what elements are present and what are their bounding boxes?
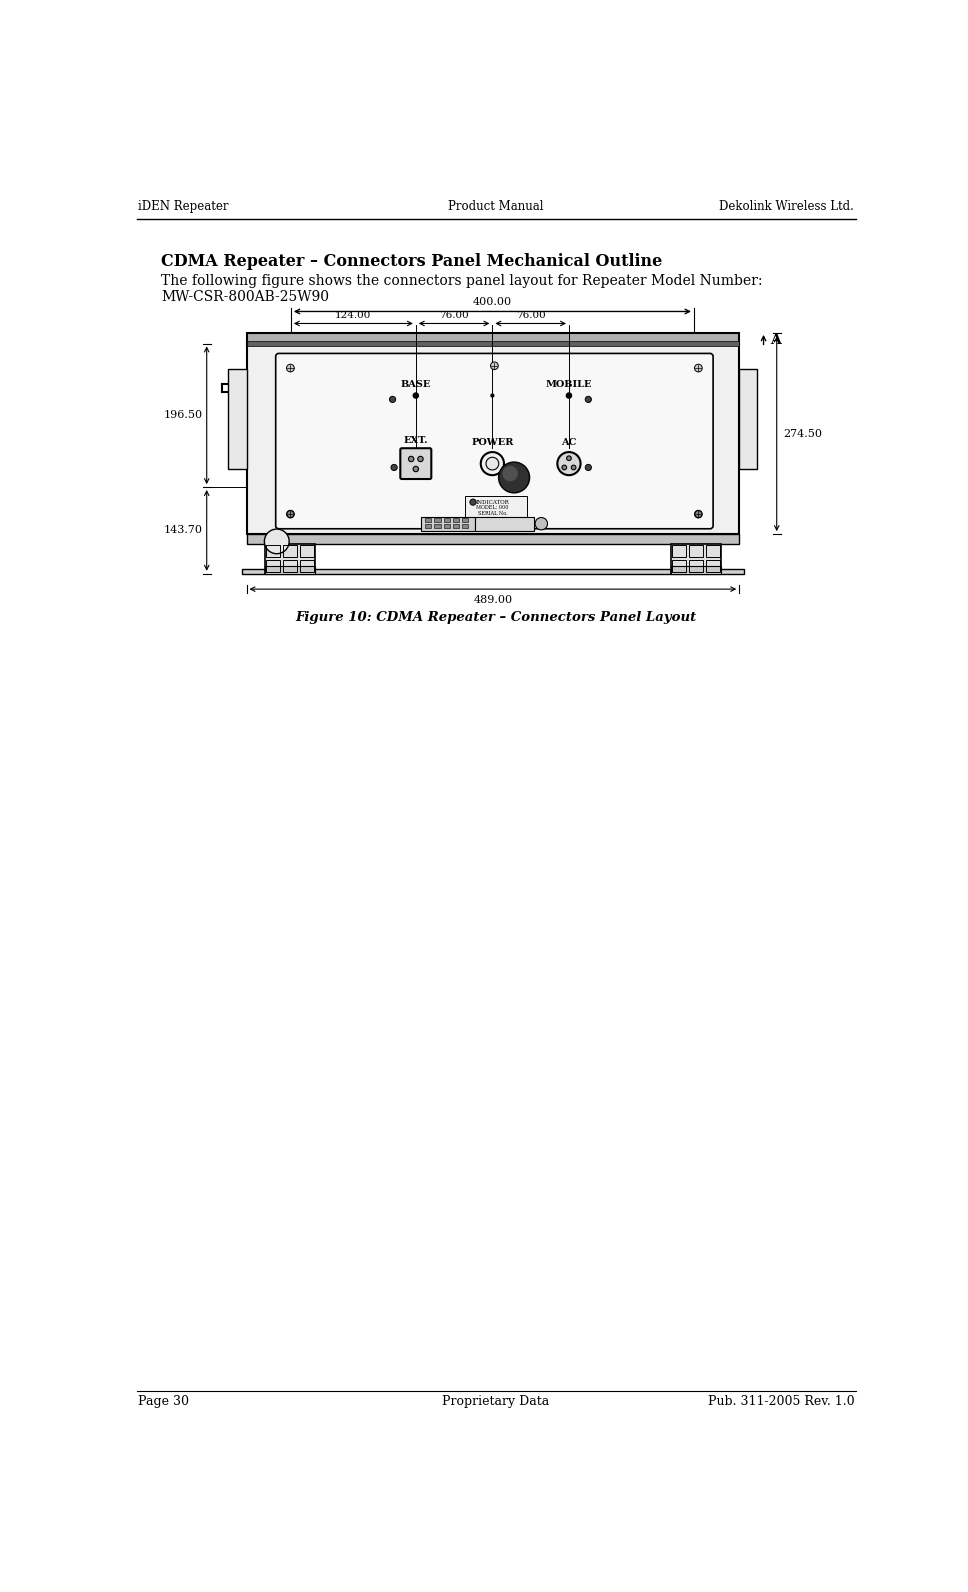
Bar <box>706 560 719 572</box>
Text: 124.00: 124.00 <box>335 310 372 320</box>
Bar <box>453 519 459 522</box>
Text: AC: AC <box>561 438 577 447</box>
Bar <box>443 524 450 527</box>
Circle shape <box>287 365 294 373</box>
Circle shape <box>413 393 418 398</box>
Bar <box>740 368 757 468</box>
Circle shape <box>571 465 576 470</box>
Text: 76.00: 76.00 <box>439 310 469 320</box>
Bar <box>463 519 469 522</box>
Bar <box>266 544 280 557</box>
Circle shape <box>287 511 294 517</box>
Text: 400.00: 400.00 <box>472 296 512 307</box>
Bar <box>264 565 315 573</box>
Bar <box>689 560 703 572</box>
Circle shape <box>586 465 591 471</box>
Bar <box>453 524 459 527</box>
FancyBboxPatch shape <box>401 449 432 479</box>
Text: Proprietary Data: Proprietary Data <box>442 1395 550 1407</box>
Circle shape <box>418 457 423 462</box>
Circle shape <box>481 452 504 474</box>
Circle shape <box>469 498 476 505</box>
Bar <box>671 565 721 573</box>
Text: A: A <box>770 333 780 347</box>
Bar <box>247 333 740 344</box>
Circle shape <box>586 396 591 403</box>
Circle shape <box>695 511 702 517</box>
Circle shape <box>566 393 571 398</box>
Bar <box>300 544 314 557</box>
Text: The following figure shows the connectors panel layout for Repeater Model Number: The following figure shows the connector… <box>162 274 763 288</box>
Text: SERIAL No.: SERIAL No. <box>477 511 507 516</box>
Circle shape <box>499 462 529 494</box>
Circle shape <box>413 466 418 471</box>
Text: BASE: BASE <box>401 380 431 388</box>
Bar <box>706 544 719 557</box>
Text: CDMA Repeater – Connectors Panel Mechanical Outline: CDMA Repeater – Connectors Panel Mechani… <box>162 253 662 269</box>
Circle shape <box>535 517 548 530</box>
Text: Dekolink Wireless Ltd.: Dekolink Wireless Ltd. <box>719 201 854 213</box>
Circle shape <box>264 529 289 554</box>
Circle shape <box>566 455 571 460</box>
Bar <box>435 524 440 527</box>
Circle shape <box>391 465 397 471</box>
Text: Product Manual: Product Manual <box>448 201 544 213</box>
Bar <box>228 368 247 468</box>
Circle shape <box>694 365 702 373</box>
Bar <box>689 544 703 557</box>
Bar <box>241 568 744 573</box>
Text: EXT.: EXT. <box>404 436 428 446</box>
Circle shape <box>694 511 702 517</box>
Bar <box>672 560 686 572</box>
Bar <box>466 497 528 517</box>
Bar <box>463 524 469 527</box>
Bar <box>671 544 721 573</box>
Bar <box>264 544 315 573</box>
Bar <box>435 519 440 522</box>
Circle shape <box>502 466 518 481</box>
Bar <box>247 344 740 533</box>
Text: 274.50: 274.50 <box>783 428 822 439</box>
Text: iDEN Repeater: iDEN Repeater <box>138 201 228 213</box>
Text: 143.70: 143.70 <box>164 525 203 535</box>
Text: 489.00: 489.00 <box>473 594 512 605</box>
Circle shape <box>389 396 396 403</box>
Text: Figure 10: CDMA Repeater – Connectors Panel Layout: Figure 10: CDMA Repeater – Connectors Pa… <box>295 611 697 624</box>
Bar <box>283 560 297 572</box>
Bar <box>247 533 740 544</box>
Text: Pub. 311-2005 Rev. 1.0: Pub. 311-2005 Rev. 1.0 <box>708 1395 854 1407</box>
FancyBboxPatch shape <box>276 353 713 529</box>
Text: MW-CSR-800AB-25W90: MW-CSR-800AB-25W90 <box>162 290 329 304</box>
Circle shape <box>414 395 417 396</box>
Bar <box>283 544 297 557</box>
Text: MOBILE: MOBILE <box>546 380 592 388</box>
Circle shape <box>558 452 581 474</box>
Text: Page 30: Page 30 <box>138 1395 189 1407</box>
Bar <box>300 560 314 572</box>
Bar <box>672 544 686 557</box>
Text: 76.00: 76.00 <box>516 310 546 320</box>
Text: INDICATOR: INDICATOR <box>475 500 509 505</box>
Text: POWER: POWER <box>471 438 514 447</box>
Bar <box>266 560 280 572</box>
Circle shape <box>567 395 570 396</box>
Bar <box>247 342 740 345</box>
Bar <box>425 524 432 527</box>
Circle shape <box>408 457 414 462</box>
Bar <box>421 517 475 530</box>
Circle shape <box>491 361 499 369</box>
Circle shape <box>287 511 294 517</box>
Circle shape <box>486 457 499 470</box>
Text: 196.50: 196.50 <box>164 411 203 420</box>
Bar <box>443 519 450 522</box>
Bar <box>425 519 432 522</box>
Text: MODEL: 000: MODEL: 000 <box>476 505 508 509</box>
Circle shape <box>491 395 494 396</box>
Circle shape <box>562 465 566 470</box>
Bar <box>475 517 533 530</box>
